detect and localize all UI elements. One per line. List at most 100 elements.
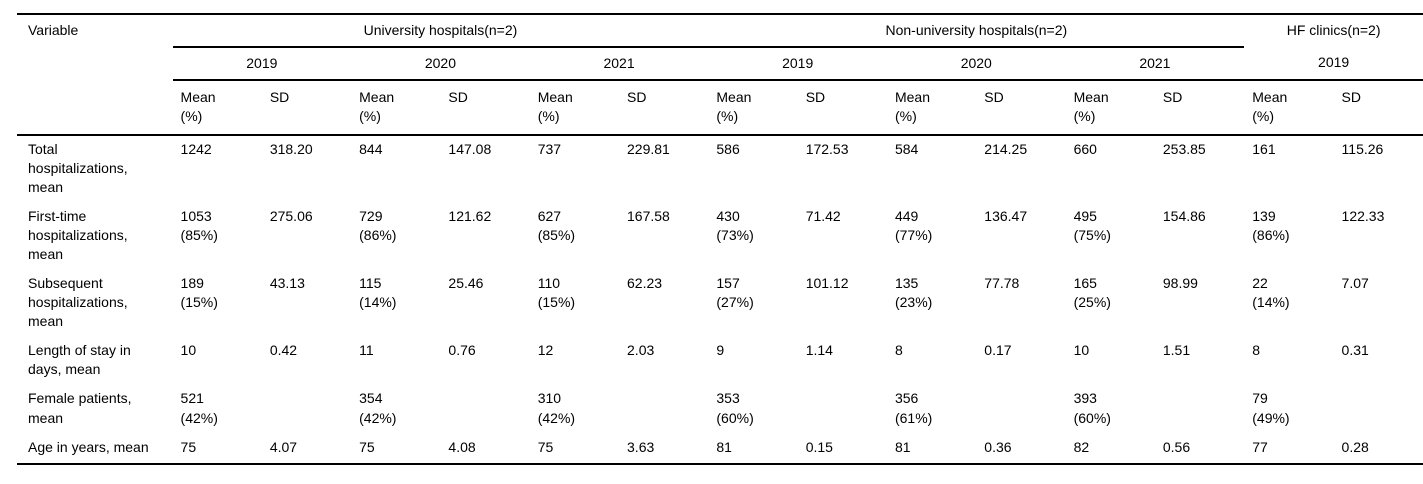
table-cell: 2.03 [627,342,655,359]
table-cell: 75 [359,438,375,455]
table-cell: 354 (42%) [359,390,397,426]
table-cell: 521 (42%) [180,390,218,426]
table-cell: 121.62 [448,208,492,225]
table-cell: 495 (75%) [1073,208,1111,244]
mean-header: Mean (%) [529,80,620,137]
table-cell: 729 (86%) [359,208,397,244]
row-label: First-time hospitalizations, mean [28,208,128,263]
table-cell [619,385,708,433]
table-cell: 135 (23%) [894,275,933,311]
table-cell: 101.12 [805,275,849,292]
group-header-university-hospitals: University hospitals(n=2) [172,14,709,49]
table-cell: 0.76 [448,342,476,359]
table-cell: 110 (15%) [537,275,576,311]
table-cell: 1242 [180,141,212,158]
table-cell: 139 (86%) [1252,208,1290,244]
table-cell: 0.36 [984,438,1012,455]
sd-header: SD [1333,80,1423,137]
table-row: Length of stay in days, mean 10 0.42 11 0.76… [17,337,1423,385]
mean-header: Mean (%) [351,80,441,137]
table-cell: 4.08 [448,438,476,455]
table-cell: 0.56 [1162,438,1191,455]
stat-header-row: Mean (%) SD Mean (%) SD Mean (%) SD Mean… [17,80,1423,137]
table-cell: 0.17 [984,342,1012,359]
table-cell: 0.15 [805,438,833,455]
table-row: Subsequent hospitalizations, mean 189 (15… [17,270,1423,337]
table-cell: 430 (73%) [716,208,754,244]
mean-header: Mean (%) [172,80,262,137]
table-cell: 1.14 [805,342,833,359]
year-header-row: 2019 2020 2021 2019 2020 2021 2019 [17,47,1423,82]
table-cell [440,385,529,433]
year-header-non-university-2019: 2019 [708,47,887,82]
table-cell [1155,385,1244,433]
year-header-university-2020: 2020 [351,47,530,82]
table-cell: 12 [537,342,554,359]
table-cell: 77.78 [984,275,1020,292]
mean-header: Mean (%) [1065,80,1155,137]
table-cell: 115.26 [1341,141,1384,158]
table-row: Female patients, mean 521 (42%) 354 (42%) 3… [17,385,1423,433]
table-cell: 737 [537,141,562,158]
table-cell: 0.28 [1341,438,1369,455]
table-cell: 3.63 [627,438,655,455]
table-cell: 115 (14%) [359,275,397,311]
table-body: Total hospitalizations, mean 1242 318.20 8 4… [17,135,1423,463]
table-cell: 79 (49%) [1252,390,1290,426]
table-cell: 627 (85%) [537,208,576,244]
table-cell: 82 [1073,438,1090,455]
table-cell: 10 [180,342,197,359]
table-cell: 25.46 [448,275,484,292]
sd-header: SD [261,80,352,137]
table-cell: 172.53 [805,141,849,158]
table-cell: 167.58 [627,208,670,225]
table-cell: 136.47 [984,208,1028,225]
table-cell: 7.07 [1341,275,1369,292]
group-header-row: Variable University hospitals(n=2) Non-u… [17,14,1423,137]
table-cell: 8 [1252,342,1261,359]
table-cell: 229.81 [627,141,670,158]
table-cell [1334,385,1423,433]
table-cell: 253.85 [1162,141,1206,158]
table-row: Total hospitalizations, mean 1242 318.20 84… [17,135,1423,203]
table-cell: 318.20 [269,141,313,158]
table-cell: 1.51 [1162,342,1191,359]
table-cell: 154.86 [1162,208,1206,225]
table-cell: 98.99 [1162,275,1198,292]
table-cell: 147.08 [448,141,492,158]
group-header-non-university-hospitals: Non-university hospitals(n=2) [708,14,1245,49]
table-header: Variable University hospitals(n=2) Non-u… [17,14,1423,137]
row-label: Age in years, mean [28,438,149,455]
table-cell: 165 (25%) [1073,275,1111,311]
table-cell: 43.13 [269,275,305,292]
table-cell: 0.42 [269,342,298,359]
mean-header: Mean (%) [708,80,798,137]
table-cell: 0.31 [1341,342,1369,359]
hospitalization-summary-table: Variable University hospitals(n=2) Non-u… [17,13,1423,465]
table-cell: 1053 (85%) [180,208,218,244]
table-cell: 189 (15%) [180,275,218,311]
table-cell: 22 (14%) [1252,275,1290,311]
table-cell [798,385,887,433]
table-cell: 660 [1073,141,1097,158]
table-cell: 161 [1252,141,1276,158]
table-cell: 75 [180,438,197,455]
row-label: Total hospitalizations, mean [28,141,128,196]
year-header-non-university-2020: 2020 [886,47,1066,82]
table-cell: 584 [894,141,919,158]
table-cell: 81 [894,438,911,455]
table-cell: 157 (27%) [716,275,754,311]
table-cell: 62.23 [627,275,663,292]
table-cell: 77 [1252,438,1268,455]
year-header-university-2021: 2021 [529,47,709,82]
sd-header: SD [797,80,887,137]
table-cell [262,385,351,433]
mean-header: Mean (%) [886,80,977,137]
table-cell: 71.42 [805,208,841,225]
table-cell: 310 (42%) [537,390,576,426]
table-row: First-time hospitalizations, mean 1053 (8… [17,203,1423,270]
year-header-university-2019: 2019 [172,47,352,82]
table-cell: 122.33 [1341,208,1385,225]
table-cell: 356 (61%) [894,390,933,426]
sd-header: SD [440,80,530,137]
